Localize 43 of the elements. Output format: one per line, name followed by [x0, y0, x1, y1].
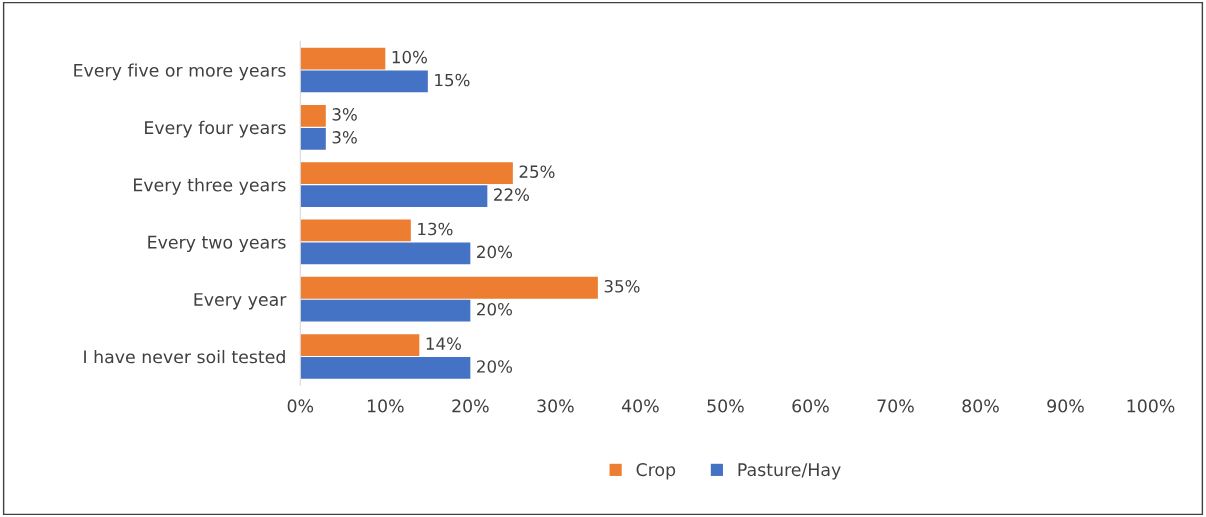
y-tick-label: Every five or more years [74, 63, 286, 81]
data-label: 13% [418, 222, 453, 236]
y-tick-label: Every year [194, 293, 287, 310]
bar [300, 242, 471, 265]
data-label: 14% [426, 337, 462, 350]
x-tick-label: 100% [1127, 399, 1175, 413]
x-tick-label: 90% [1047, 399, 1084, 413]
bar [300, 185, 488, 207]
data-label: 10% [392, 50, 427, 64]
x-tick-label: 0% [287, 399, 314, 413]
bar [300, 70, 428, 93]
bar [300, 299, 471, 322]
bar [300, 47, 386, 70]
data-label: 35% [604, 279, 640, 293]
x-tick-label: 30% [537, 399, 574, 413]
legend-label: Pasture/Hay [738, 463, 841, 480]
bar [300, 104, 326, 127]
bar [300, 127, 326, 150]
y-tick-label: Every two years [148, 235, 286, 253]
bar [300, 219, 411, 242]
data-label: 20% [477, 302, 513, 316]
x-tick-label: 70% [877, 399, 914, 413]
data-label: 3% [332, 108, 357, 121]
data-label: 22% [494, 188, 530, 201]
legend-label: Crop [636, 463, 676, 480]
y-tick-label: Every four years [145, 120, 286, 138]
x-tick-label: 40% [621, 399, 659, 413]
x-tick-label: 20% [452, 399, 489, 413]
bar [300, 334, 420, 356]
y-tick-label: Every three years [134, 178, 286, 195]
data-label: 25% [519, 165, 555, 178]
data-label: 20% [477, 360, 513, 373]
x-tick-label: 10% [367, 399, 404, 413]
data-label: 15% [435, 73, 470, 87]
data-label: 3% [332, 131, 357, 144]
data-label: 20% [477, 245, 513, 259]
bar [300, 276, 598, 299]
bar [300, 357, 471, 379]
x-tick-label: 80% [962, 399, 999, 413]
y-tick-label: I have never soil tested [84, 349, 285, 364]
x-tick-label: 50% [707, 399, 744, 413]
x-tick-label: 60% [792, 399, 829, 413]
bar [300, 162, 513, 185]
